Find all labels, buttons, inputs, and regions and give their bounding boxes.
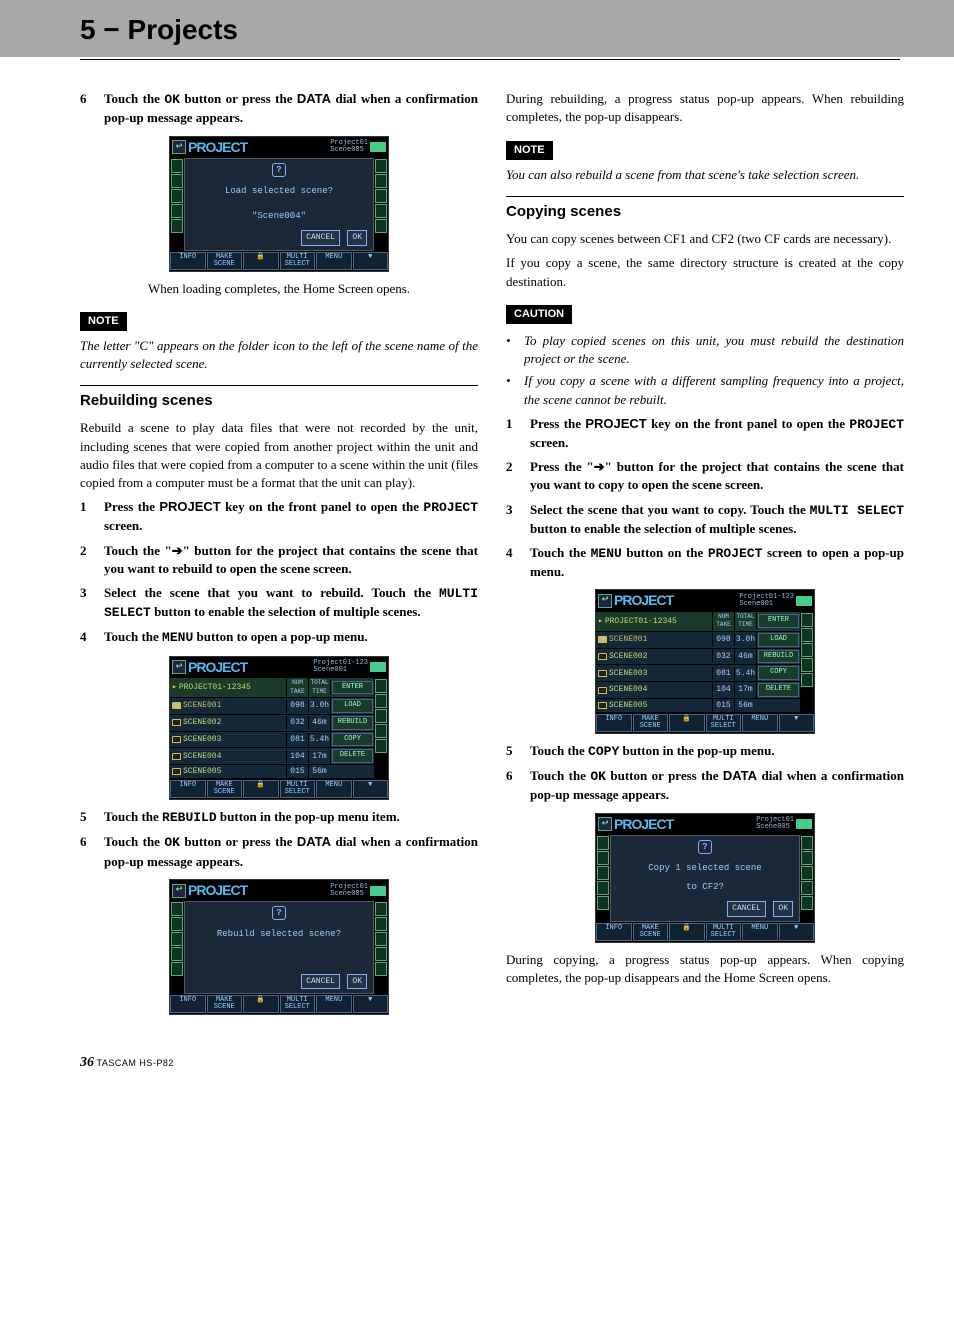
- note-label: NOTE: [506, 141, 553, 160]
- copy-steps-cont: 5 Touch the COPY button in the pop-up me…: [506, 742, 904, 805]
- scene-row: SCENE0010983.0hLOAD: [596, 632, 800, 649]
- scene-row: SCENE00501556m: [596, 699, 800, 713]
- copy-step-3: 3 Select the scene that you want to copy…: [506, 501, 904, 538]
- scene-row: SCENE00410417mDELETE: [170, 748, 374, 765]
- rebuild-step-3: 3 Select the scene that you want to rebu…: [80, 584, 478, 622]
- scene-row: SCENE0030815.4hCOPY: [596, 665, 800, 682]
- rebuilding-scenes-heading: Rebuilding scenes: [80, 390, 478, 411]
- scene-row: SCENE00203246mREBUILD: [170, 715, 374, 732]
- load-complete-text: When loading completes, the Home Screen …: [80, 280, 478, 298]
- copy-step-5: 5 Touch the COPY button in the pop-up me…: [506, 742, 904, 761]
- arrow-right-icon: ➔: [594, 458, 605, 476]
- right-column: During rebuilding, a progress status pop…: [506, 84, 904, 1023]
- rebuild-step-5: 5 Touch the REBUILD button in the pop-up…: [80, 808, 478, 827]
- chapter-header: 5 − Projects: [0, 0, 954, 57]
- left-column: 6 Touch the OK button or press the DATA …: [80, 84, 478, 1023]
- back-icon: ↩: [172, 140, 186, 154]
- rebuild-progress-text: During rebuilding, a progress status pop…: [506, 90, 904, 126]
- ok-button: OK: [347, 230, 367, 245]
- lcd-load-confirm: ↩ PROJECT Project01Scene005 ? Load selec…: [169, 136, 389, 272]
- scene-row: SCENE00410417mDELETE: [596, 682, 800, 699]
- copy-progress-text: During copying, a progress status pop-up…: [506, 951, 904, 987]
- rebuild-steps: 1 Press the PROJECT key on the front pan…: [80, 498, 478, 647]
- note-label: NOTE: [80, 312, 127, 331]
- battery-icon: [370, 142, 386, 152]
- lcd-rebuild-confirm: ↩ PROJECT Project01Scene005 ? Rebuild se…: [169, 879, 389, 1015]
- note-text-1: The letter "C" appears on the folder ico…: [80, 337, 478, 373]
- caution-list: •To play copied scenes on this unit, you…: [506, 332, 904, 409]
- page-content: 6 Touch the OK button or press the DATA …: [0, 60, 954, 1043]
- rebuild-steps-cont: 5 Touch the REBUILD button in the pop-up…: [80, 808, 478, 871]
- chapter-title: 5 − Projects: [80, 10, 954, 49]
- copying-scenes-heading: Copying scenes: [506, 201, 904, 222]
- step-6: 6 Touch the OK button or press the DATA …: [80, 90, 478, 127]
- copy-steps: 1 Press the PROJECT key on the front pan…: [506, 415, 904, 582]
- question-icon: ?: [272, 163, 286, 177]
- lcd-title: PROJECT: [186, 138, 330, 158]
- arrow-right-icon: ➔: [172, 542, 183, 560]
- back-icon: ↩: [172, 660, 186, 674]
- note-text-2: You can also rebuild a scene from that s…: [506, 166, 904, 184]
- caution-label: CAUTION: [506, 305, 572, 324]
- rebuild-step-4: 4 Touch the MENU button to open a pop-up…: [80, 628, 478, 647]
- scene-row: SCENE0030815.4hCOPY: [170, 732, 374, 749]
- copy-step-2: 2 Press the "➔" button for the project t…: [506, 458, 904, 494]
- scene-row: SCENE00203246mREBUILD: [596, 649, 800, 666]
- model-label: TASCAM HS-P82: [97, 1058, 174, 1068]
- page-number: 36: [80, 1055, 94, 1070]
- rebuild-step-1: 1 Press the PROJECT key on the front pan…: [80, 498, 478, 535]
- rebuild-step-6: 6 Touch the OK button or press the DATA …: [80, 833, 478, 870]
- scene-row: SCENE0010983.0hLOAD: [170, 698, 374, 715]
- page-footer: 36 TASCAM HS-P82: [0, 1043, 954, 1093]
- rebuild-intro: Rebuild a scene to play data files that …: [80, 419, 478, 492]
- lcd-scene-list-right: ↩ PROJECT Project01-123Scene001 ▸PROJECT…: [595, 589, 815, 734]
- copy-step-1: 1 Press the PROJECT key on the front pan…: [506, 415, 904, 452]
- copy-step-6: 6 Touch the OK button or press the DATA …: [506, 767, 904, 804]
- cancel-button: CANCEL: [301, 230, 340, 245]
- copy-step-4: 4 Touch the MENU button on the PROJECT s…: [506, 544, 904, 581]
- rebuild-step-2: 2 Touch the "➔" button for the project t…: [80, 542, 478, 578]
- lcd-copy-confirm: ↩ PROJECT Project01Scene005 ? Copy 1 sel…: [595, 813, 815, 943]
- scene-row: SCENE00501556m: [170, 765, 374, 779]
- step-list-continued: 6 Touch the OK button or press the DATA …: [80, 90, 478, 127]
- battery-icon: [370, 662, 386, 672]
- lcd-scene-list-left: ↩ PROJECT Project01-123Scene001 ▸PROJECT…: [169, 656, 389, 801]
